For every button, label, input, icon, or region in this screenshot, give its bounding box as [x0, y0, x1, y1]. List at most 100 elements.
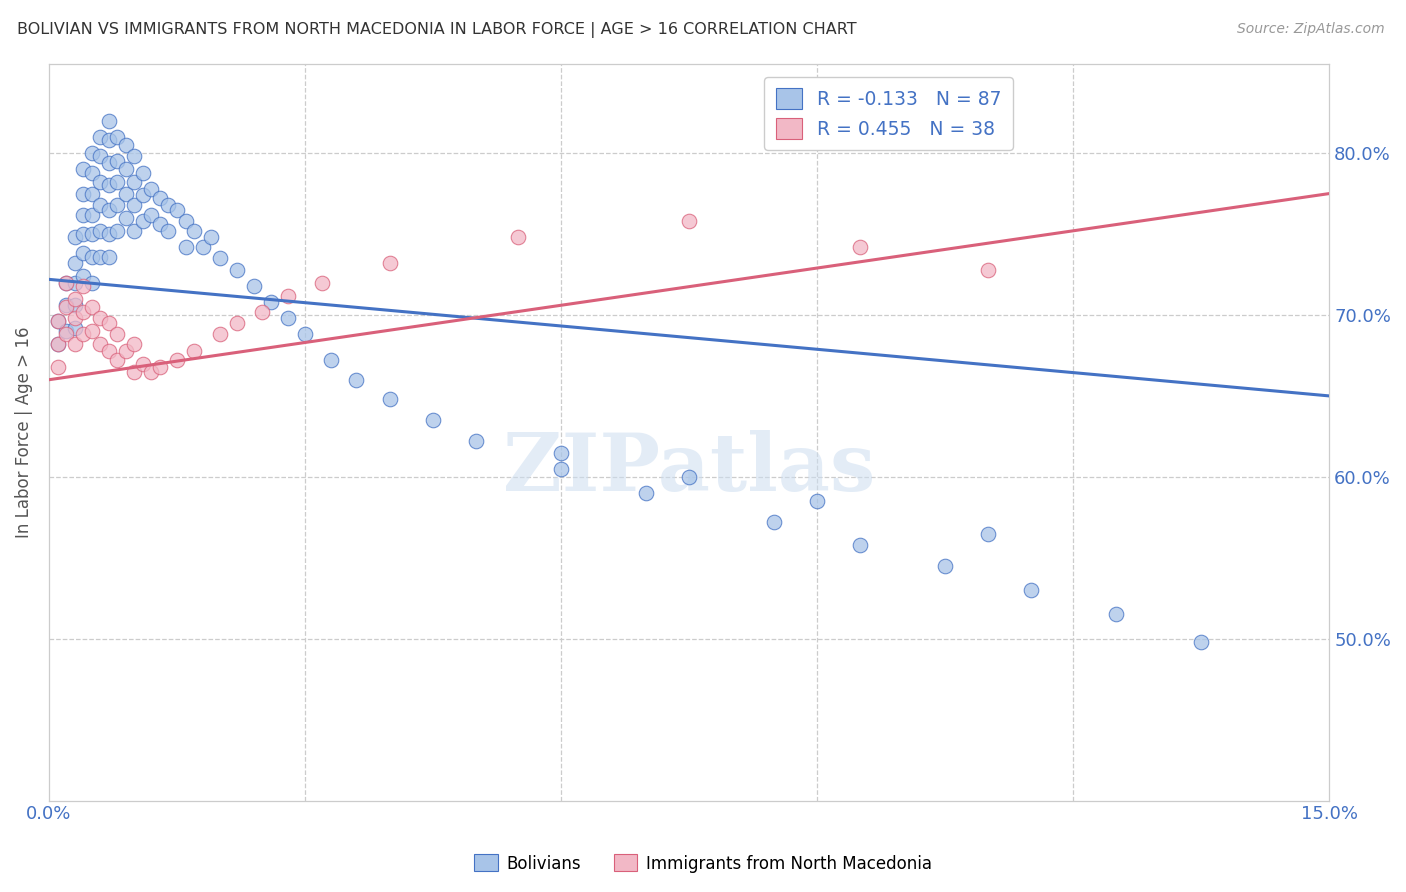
Point — [132, 357, 155, 371]
Point — [311, 276, 333, 290]
Legend: R = -0.133   N = 87, R = 0.455   N = 38: R = -0.133 N = 87, R = 0.455 N = 38 — [765, 77, 1012, 150]
Point — [105, 327, 128, 342]
Point — [114, 162, 136, 177]
Point — [977, 526, 1000, 541]
Point — [97, 133, 120, 147]
Point — [141, 365, 163, 379]
Point — [89, 149, 111, 163]
Point — [132, 214, 155, 228]
Point — [208, 252, 231, 266]
Text: Source: ZipAtlas.com: Source: ZipAtlas.com — [1237, 22, 1385, 37]
Y-axis label: In Labor Force | Age > 16: In Labor Force | Age > 16 — [15, 326, 32, 538]
Point — [80, 250, 103, 264]
Point — [63, 256, 86, 270]
Point — [977, 262, 1000, 277]
Point — [55, 276, 77, 290]
Point — [80, 165, 103, 179]
Point — [63, 292, 86, 306]
Point — [55, 324, 77, 338]
Point — [89, 250, 111, 264]
Point — [55, 300, 77, 314]
Point — [63, 337, 86, 351]
Point — [678, 470, 700, 484]
Point — [678, 214, 700, 228]
Point — [46, 314, 69, 328]
Point — [80, 146, 103, 161]
Point — [97, 343, 120, 358]
Point — [200, 230, 222, 244]
Point — [80, 208, 103, 222]
Point — [72, 162, 94, 177]
Point — [344, 373, 367, 387]
Point — [636, 486, 658, 500]
Point — [80, 276, 103, 290]
Point — [464, 434, 486, 449]
Point — [72, 246, 94, 260]
Point — [166, 202, 188, 217]
Point — [105, 129, 128, 144]
Point — [55, 327, 77, 342]
Point — [97, 250, 120, 264]
Point — [208, 327, 231, 342]
Point — [89, 337, 111, 351]
Point — [294, 327, 316, 342]
Point — [97, 113, 120, 128]
Point — [183, 343, 205, 358]
Point — [1105, 607, 1128, 622]
Point — [46, 337, 69, 351]
Point — [105, 224, 128, 238]
Text: ZIPatlas: ZIPatlas — [503, 430, 876, 508]
Point — [63, 276, 86, 290]
Point — [124, 365, 146, 379]
Point — [89, 198, 111, 212]
Point — [225, 262, 247, 277]
Point — [260, 295, 283, 310]
Point — [72, 227, 94, 241]
Point — [80, 300, 103, 314]
Point — [550, 462, 572, 476]
Point — [174, 214, 197, 228]
Point — [80, 227, 103, 241]
Point — [124, 149, 146, 163]
Point — [105, 154, 128, 169]
Point — [225, 316, 247, 330]
Point — [124, 175, 146, 189]
Point — [252, 304, 274, 318]
Legend: Bolivians, Immigrants from North Macedonia: Bolivians, Immigrants from North Macedon… — [468, 847, 938, 880]
Point — [806, 494, 828, 508]
Point — [55, 298, 77, 312]
Point — [105, 175, 128, 189]
Point — [63, 230, 86, 244]
Point — [97, 202, 120, 217]
Point — [763, 515, 786, 529]
Point — [105, 198, 128, 212]
Point — [183, 224, 205, 238]
Point — [166, 353, 188, 368]
Point — [72, 304, 94, 318]
Point — [1019, 583, 1042, 598]
Point — [46, 314, 69, 328]
Point — [149, 191, 172, 205]
Point — [191, 240, 214, 254]
Point — [124, 198, 146, 212]
Point — [132, 188, 155, 202]
Point — [63, 298, 86, 312]
Point — [124, 224, 146, 238]
Point — [46, 337, 69, 351]
Point — [46, 359, 69, 374]
Point — [550, 445, 572, 459]
Point — [105, 353, 128, 368]
Point — [55, 276, 77, 290]
Point — [380, 256, 402, 270]
Point — [141, 208, 163, 222]
Point — [149, 217, 172, 231]
Point — [89, 175, 111, 189]
Point — [80, 186, 103, 201]
Point — [1189, 635, 1212, 649]
Point — [132, 165, 155, 179]
Point — [849, 240, 872, 254]
Point — [97, 178, 120, 193]
Point — [63, 311, 86, 326]
Point — [63, 321, 86, 335]
Point — [72, 208, 94, 222]
